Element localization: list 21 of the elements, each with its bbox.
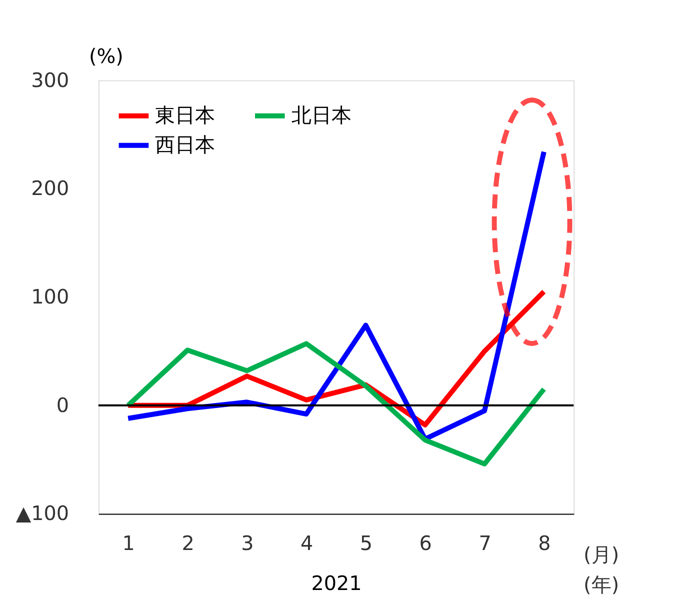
text: (月): [584, 543, 620, 566]
legend-label: 北日本: [291, 104, 352, 127]
x-tick-label: 3: [241, 532, 254, 556]
x-tick-label: 2: [182, 532, 194, 556]
x-tick-label: 1: [122, 532, 135, 556]
line-series: [126, 341, 546, 466]
text: (年): [584, 573, 620, 596]
y-tick-label: 300: [31, 68, 70, 92]
legend-label: 西日本: [155, 133, 216, 156]
y-tick-label: 200: [31, 177, 70, 200]
x-axis-title: 2021: [311, 572, 362, 595]
legend-label: 東日本: [155, 104, 216, 127]
x-tick-label: 4: [300, 532, 314, 556]
x-tick-label: 7: [478, 532, 492, 556]
y-tick-label: ▲100: [16, 502, 70, 526]
x-tick-label: 5: [360, 532, 373, 556]
y-tick-label: 100: [31, 285, 70, 308]
x-tick-label: 6: [419, 532, 432, 556]
y-tick-label: 0: [56, 394, 70, 417]
x-tick-label: 8: [538, 532, 551, 556]
y-axis-title: (%): [88, 44, 124, 68]
